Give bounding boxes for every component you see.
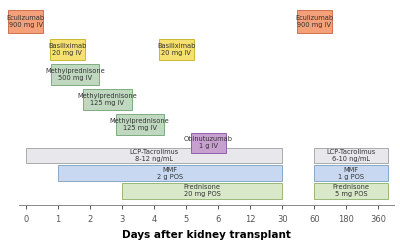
Text: LCP-Tacrolimus
8-12 ng/mL: LCP-Tacrolimus 8-12 ng/mL xyxy=(129,149,179,162)
Text: Methylprednisone
125 mg IV: Methylprednisone 125 mg IV xyxy=(110,118,170,131)
Text: Eculizumab
900 mg IV: Eculizumab 900 mg IV xyxy=(295,15,333,28)
FancyBboxPatch shape xyxy=(116,114,164,135)
FancyBboxPatch shape xyxy=(8,10,43,33)
FancyBboxPatch shape xyxy=(58,165,282,181)
Text: LCP-Tacrolimus
6-10 ng/mL: LCP-Tacrolimus 6-10 ng/mL xyxy=(326,149,376,162)
Text: Basiliximab
20 mg IV: Basiliximab 20 mg IV xyxy=(48,43,86,56)
Text: MMF
2 g POS: MMF 2 g POS xyxy=(157,167,183,180)
FancyBboxPatch shape xyxy=(122,183,282,199)
FancyBboxPatch shape xyxy=(26,148,282,163)
FancyBboxPatch shape xyxy=(314,165,388,181)
Text: Eculizumab
900 mg IV: Eculizumab 900 mg IV xyxy=(7,15,45,28)
FancyBboxPatch shape xyxy=(50,39,85,60)
FancyBboxPatch shape xyxy=(314,183,388,199)
Text: Basiliximab
20 mg IV: Basiliximab 20 mg IV xyxy=(157,43,196,56)
Text: Methylprednisone
125 mg IV: Methylprednisone 125 mg IV xyxy=(78,93,137,106)
Text: Prednisone
20 mg POS: Prednisone 20 mg POS xyxy=(184,184,220,197)
FancyBboxPatch shape xyxy=(314,148,388,163)
Text: Methylprednisone
500 mg IV: Methylprednisone 500 mg IV xyxy=(46,68,105,81)
FancyBboxPatch shape xyxy=(159,39,194,60)
Text: Prednisone
5 mg POS: Prednisone 5 mg POS xyxy=(333,184,370,197)
FancyBboxPatch shape xyxy=(84,89,132,110)
FancyBboxPatch shape xyxy=(297,10,332,33)
FancyBboxPatch shape xyxy=(51,64,100,85)
Text: MMF
1 g POS: MMF 1 g POS xyxy=(338,167,364,180)
X-axis label: Days after kidney transplant: Days after kidney transplant xyxy=(122,231,291,240)
FancyBboxPatch shape xyxy=(191,133,226,154)
Text: Obinutuzumab
1 g IV: Obinutuzumab 1 g IV xyxy=(184,137,233,150)
